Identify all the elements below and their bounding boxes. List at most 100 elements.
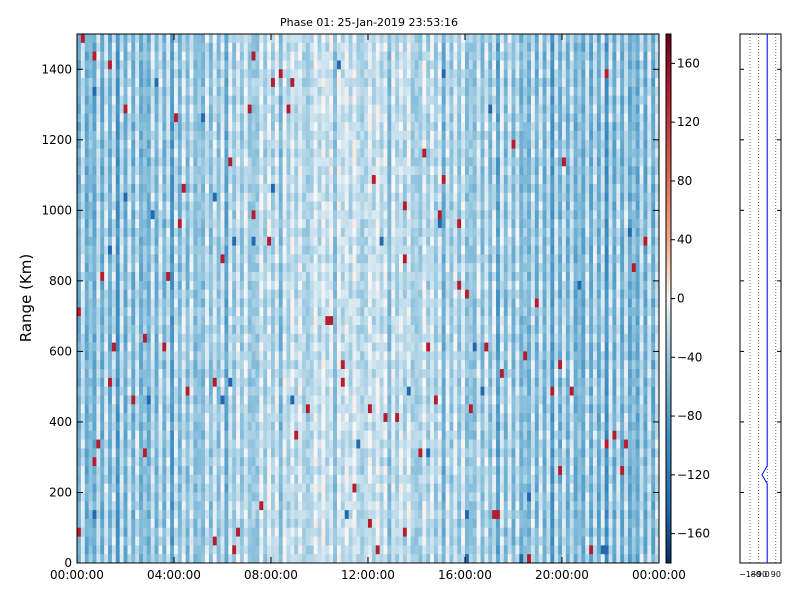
heatmap-cell [193, 466, 198, 476]
heatmap-cell [228, 210, 233, 220]
heatmap-cell [274, 369, 280, 379]
heatmap-cell [278, 501, 284, 511]
heatmap-cell [302, 280, 307, 291]
heatmap-cell [305, 139, 311, 150]
heatmap-cell [232, 272, 237, 282]
heatmap-cell [282, 413, 287, 423]
heatmap-cell [294, 439, 299, 449]
heatmap-cell [290, 404, 295, 414]
heatmap-cell [104, 457, 109, 467]
heatmap-cell [77, 501, 82, 511]
heatmap-cell [286, 333, 291, 343]
heatmap-cell [267, 236, 272, 246]
heatmap-cell [371, 457, 377, 467]
heatmap-cell [305, 78, 311, 88]
heatmap-cell [375, 448, 381, 458]
heatmap-cell [263, 342, 268, 352]
heatmap-cell [150, 377, 155, 388]
heatmap-cell [220, 272, 225, 282]
heatmap-cell [127, 377, 132, 388]
heatmap-cell [208, 192, 214, 202]
heatmap-cell [364, 69, 369, 79]
heatmap-cell [158, 86, 163, 97]
heatmap-cell [255, 289, 260, 299]
heatmap-cell [290, 527, 295, 537]
heatmap-cell [228, 448, 233, 458]
heatmap-cell [131, 421, 136, 432]
heatmap-cell [158, 272, 163, 282]
heatmap-cell [278, 157, 284, 167]
heatmap-cell [92, 289, 97, 299]
heatmap-cell [135, 254, 140, 264]
heatmap-cell [119, 527, 124, 537]
heatmap-cell [321, 42, 326, 53]
heatmap-cell [298, 298, 303, 308]
heatmap-cell [399, 104, 404, 114]
heatmap-cell [271, 42, 276, 53]
heatmap-cell [298, 377, 303, 388]
heatmap-cell [364, 316, 369, 326]
heatmap-cell [356, 192, 361, 202]
heatmap-cell [232, 122, 237, 132]
heatmap-cell [236, 289, 241, 299]
heatmap-cell [336, 448, 342, 458]
heatmap-cell [383, 263, 388, 273]
heatmap-cell [317, 245, 322, 255]
heatmap-cell [170, 333, 175, 343]
heatmap-cell [146, 254, 152, 264]
heatmap-cell [135, 386, 140, 396]
heatmap-cell [286, 157, 291, 167]
heatmap-cell [247, 272, 252, 282]
heatmap-cell [181, 369, 187, 379]
heatmap-cell [259, 201, 264, 211]
heatmap-cell [88, 483, 93, 493]
heatmap-cell [185, 474, 190, 485]
heatmap-cell [224, 34, 229, 44]
heatmap-cell [220, 51, 225, 61]
heatmap-cell [127, 104, 132, 114]
heatmap-cell [251, 280, 256, 291]
heatmap-cell [263, 448, 268, 458]
heatmap-cell [267, 333, 272, 343]
heatmap-cell [387, 377, 392, 388]
heatmap-cell [271, 545, 276, 555]
heatmap-cell [104, 404, 109, 414]
heatmap-cell [356, 386, 361, 396]
heatmap-cell [104, 360, 109, 370]
heatmap-cell [92, 42, 97, 53]
heatmap-cell [216, 280, 221, 291]
heatmap-cell [360, 501, 365, 511]
heatmap-cell [135, 360, 140, 370]
heatmap-cell [146, 183, 152, 194]
heatmap-cell [340, 210, 346, 220]
heatmap-cell [344, 342, 349, 352]
heatmap-cell [189, 466, 194, 476]
heatmap-cell [232, 95, 237, 105]
heatmap-cell [111, 307, 117, 317]
heatmap-cell [267, 69, 272, 79]
heatmap-cell [399, 166, 404, 176]
heatmap-cell [344, 360, 349, 370]
heatmap-cell [305, 324, 311, 335]
heatmap-cell [146, 351, 152, 361]
heatmap-cell [189, 183, 194, 194]
heatmap-cell [193, 245, 198, 255]
heatmap-cell [387, 501, 392, 511]
heatmap-cell [375, 518, 381, 529]
heatmap-cell [115, 51, 121, 61]
heatmap-cell [371, 342, 377, 352]
heatmap-cell [360, 280, 365, 291]
heatmap-cell [267, 536, 272, 546]
heatmap-cell [329, 413, 334, 423]
heatmap-cell [216, 518, 221, 529]
heatmap-cell [108, 42, 113, 53]
heatmap-cell [336, 483, 342, 493]
heatmap-cell [193, 324, 198, 335]
heatmap-cell [360, 227, 365, 238]
heatmap-cell [391, 157, 396, 167]
heatmap-cell [139, 175, 144, 185]
heatmap-cell [104, 166, 109, 176]
heatmap-cell [243, 130, 249, 141]
heatmap-cell [139, 95, 144, 105]
heatmap-cell [208, 183, 214, 194]
